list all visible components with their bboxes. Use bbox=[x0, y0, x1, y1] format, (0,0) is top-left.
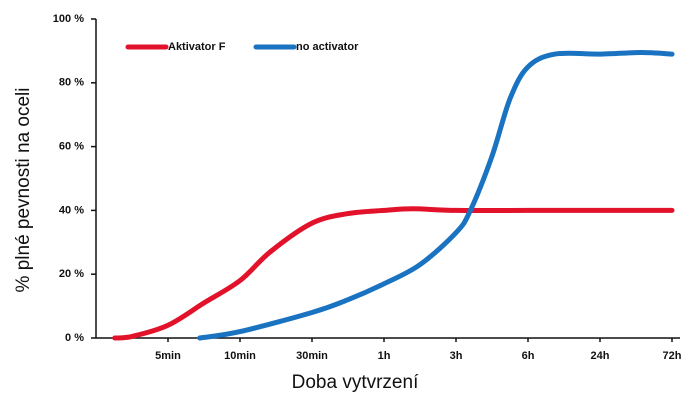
x-tick-label: 10min bbox=[224, 350, 256, 362]
y-tick-label: 60 % bbox=[59, 141, 84, 153]
y-tick-label: 40 % bbox=[59, 204, 84, 216]
x-tick-label: 1h bbox=[378, 350, 391, 362]
x-tick-label: 72h bbox=[663, 350, 682, 362]
x-tick-label: 30min bbox=[296, 350, 328, 362]
y-tick-label: 80 % bbox=[59, 77, 84, 89]
y-tick-label: 100 % bbox=[53, 13, 84, 25]
y-tick-label: 20 % bbox=[59, 268, 84, 280]
legend-label: no activator bbox=[296, 41, 359, 53]
x-tick-label: 3h bbox=[450, 350, 463, 362]
x-tick-label: 24h bbox=[591, 350, 610, 362]
y-axis-title: % plné pevnosti na oceli bbox=[13, 88, 34, 293]
line bbox=[197, 49, 675, 341]
x-tick-label: 5min bbox=[155, 350, 181, 362]
x-axis-title: Doba vytvrzení bbox=[292, 372, 419, 393]
line bbox=[112, 206, 675, 341]
x-tick-label: 6h bbox=[522, 350, 535, 362]
y-tick-label: 0 % bbox=[65, 332, 84, 344]
legend-label: Aktivator F bbox=[168, 41, 226, 53]
